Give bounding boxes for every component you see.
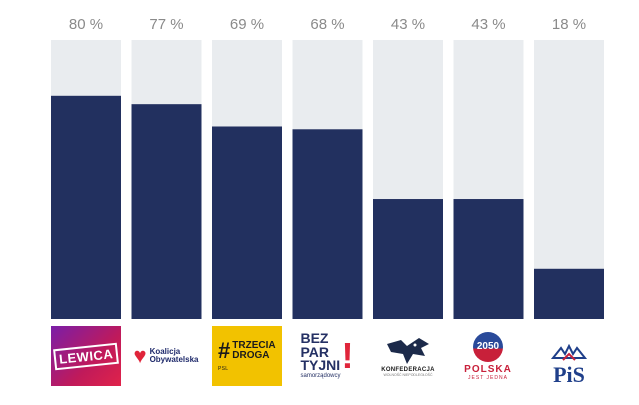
value-label: 43 % (391, 16, 425, 33)
eagle-crown-icon (550, 344, 588, 361)
value-label: 77 % (149, 16, 183, 33)
logo-td-line1: TRZECIA (232, 339, 276, 351)
logo-pol-badge: 2050 (473, 331, 503, 362)
logo-td-line2: DROGA (232, 350, 270, 361)
value-label: 69 % (230, 16, 264, 33)
logo-bezpartyjni: BEZ PAR TYJNI samorządowcy ! (292, 326, 362, 386)
logo-bp-line1: BEZ (300, 330, 329, 347)
logo-lewica-text: LEWICA (52, 342, 120, 370)
logo-td-foot: PSL (218, 366, 229, 372)
logo-kf-name: KONFEDERACJA (381, 366, 435, 373)
logo-pis-name: PiS (553, 362, 585, 387)
logo-bp-sub: samorządowcy (300, 373, 341, 380)
logo-pis: PiS (534, 326, 604, 386)
logo-konfederacja: KONFEDERACJA WOLNOŚĆ NIEPODLEGŁOŚĆ (373, 326, 443, 386)
logo-bp-line3: TYJNI (300, 356, 341, 373)
logo-pol-sub: JEST JEDNA (468, 374, 508, 381)
logo-kf-sub: WOLNOŚĆ NIEPODLEGŁOŚĆ (383, 372, 433, 377)
logo-koalicja-obywatelska: ♥ Koalicja Obywatelska (131, 326, 201, 386)
bar (51, 95, 121, 319)
bar (212, 126, 282, 320)
value-label: 80 % (69, 16, 103, 33)
value-label: 68 % (310, 16, 344, 33)
bar (534, 268, 604, 319)
value-label: 18 % (552, 16, 586, 33)
logo-ko-line1: Koalicja (149, 346, 181, 356)
logo-td-hash: # (218, 338, 231, 363)
logo-polska-2050: 2050 POLSKA JEST JEDNA (453, 326, 523, 386)
bar (453, 199, 524, 319)
bar (373, 199, 443, 319)
bar (131, 104, 202, 319)
value-label: 43 % (471, 16, 505, 33)
logo-bp-exclamation: ! (341, 335, 354, 376)
eagle-icon (387, 337, 429, 364)
logo-bp-line2: PAR (300, 343, 330, 360)
heart-icon: ♥ (133, 343, 147, 368)
logo-ko-line2: Obywatelska (149, 355, 199, 364)
logo-lewica: LEWICA (51, 326, 121, 386)
logo-pol-name: POLSKA (464, 363, 512, 375)
bar (292, 129, 363, 319)
logo-trzecia-droga: # TRZECIA DROGA PSL (212, 326, 282, 386)
